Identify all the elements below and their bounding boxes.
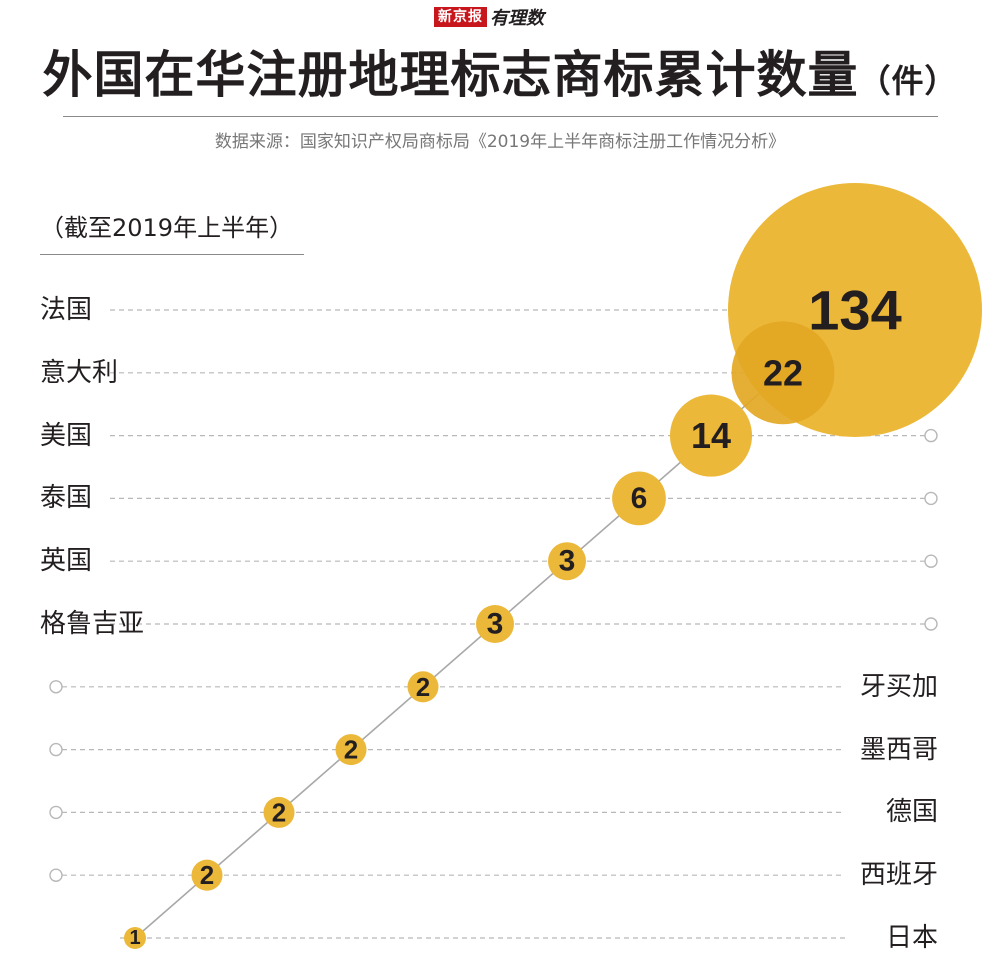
bubbles: [124, 183, 982, 949]
value-label: 1: [129, 927, 140, 949]
value-label: 3: [559, 545, 576, 578]
bubble-墨西哥: [335, 734, 367, 766]
row-guide-end-marker: [924, 491, 938, 506]
row-guide-end-marker: [924, 617, 938, 631]
value-label: 2: [272, 797, 286, 827]
country-label: 英国: [40, 546, 93, 577]
bubble-牙买加: [407, 671, 439, 703]
date-note: （截至2019年上半年）: [40, 214, 294, 242]
country-label: 泰国: [40, 483, 93, 514]
source-note: 数据来源：国家知识产权局商标局《2019年上半年商标注册工作情况分析》: [214, 132, 786, 152]
page-title: 外国在华注册地理标志商标累计数量（件）: [0, 40, 1000, 116]
row-guide-end-marker: [49, 742, 63, 757]
title-unit: （件）: [858, 62, 958, 100]
country-label: 西班牙: [859, 860, 938, 891]
bubble-泰国: [612, 471, 666, 526]
row-guide-end-marker: [49, 680, 63, 694]
bubble-意大利: [731, 321, 835, 425]
country-label: 意大利: [40, 357, 119, 388]
bubble-英国: [547, 542, 587, 581]
logo: 新京报 有理数: [434, 4, 544, 30]
country-label: 格鲁吉亚: [40, 609, 145, 639]
value-label: 3: [487, 608, 504, 641]
value-label: 22: [763, 352, 803, 393]
country-label: 德国: [885, 797, 938, 828]
bubble-美国: [669, 394, 753, 477]
value-label: 6: [631, 482, 648, 515]
bubble-德国: [263, 796, 295, 828]
value-label: 14: [691, 415, 731, 456]
bubble-西班牙: [191, 859, 223, 891]
row-guide-end-marker: [49, 868, 63, 882]
value-label: 2: [344, 735, 358, 765]
country-label: 牙买加: [859, 671, 938, 702]
country-label: 法国: [40, 295, 93, 325]
value-label: 134: [808, 279, 901, 342]
row-guide-end-marker: [49, 805, 63, 820]
value-label: 2: [200, 860, 214, 890]
note-divider: [40, 254, 304, 255]
country-label: 日本: [885, 923, 938, 953]
bubble-格鲁吉亚: [475, 604, 515, 644]
logo-brand: 新京报: [434, 7, 487, 27]
title-divider: [63, 116, 938, 117]
country-label: 墨西哥: [859, 734, 938, 765]
row-guide-end-marker: [924, 428, 938, 443]
title-main: 外国在华注册地理标志商标累计数量: [42, 46, 859, 104]
row-guide-end-marker: [924, 554, 938, 568]
country-label: 美国: [40, 420, 93, 451]
logo-column: 有理数: [490, 8, 544, 29]
bubble-日本: [124, 927, 146, 949]
value-label: 2: [416, 672, 430, 702]
